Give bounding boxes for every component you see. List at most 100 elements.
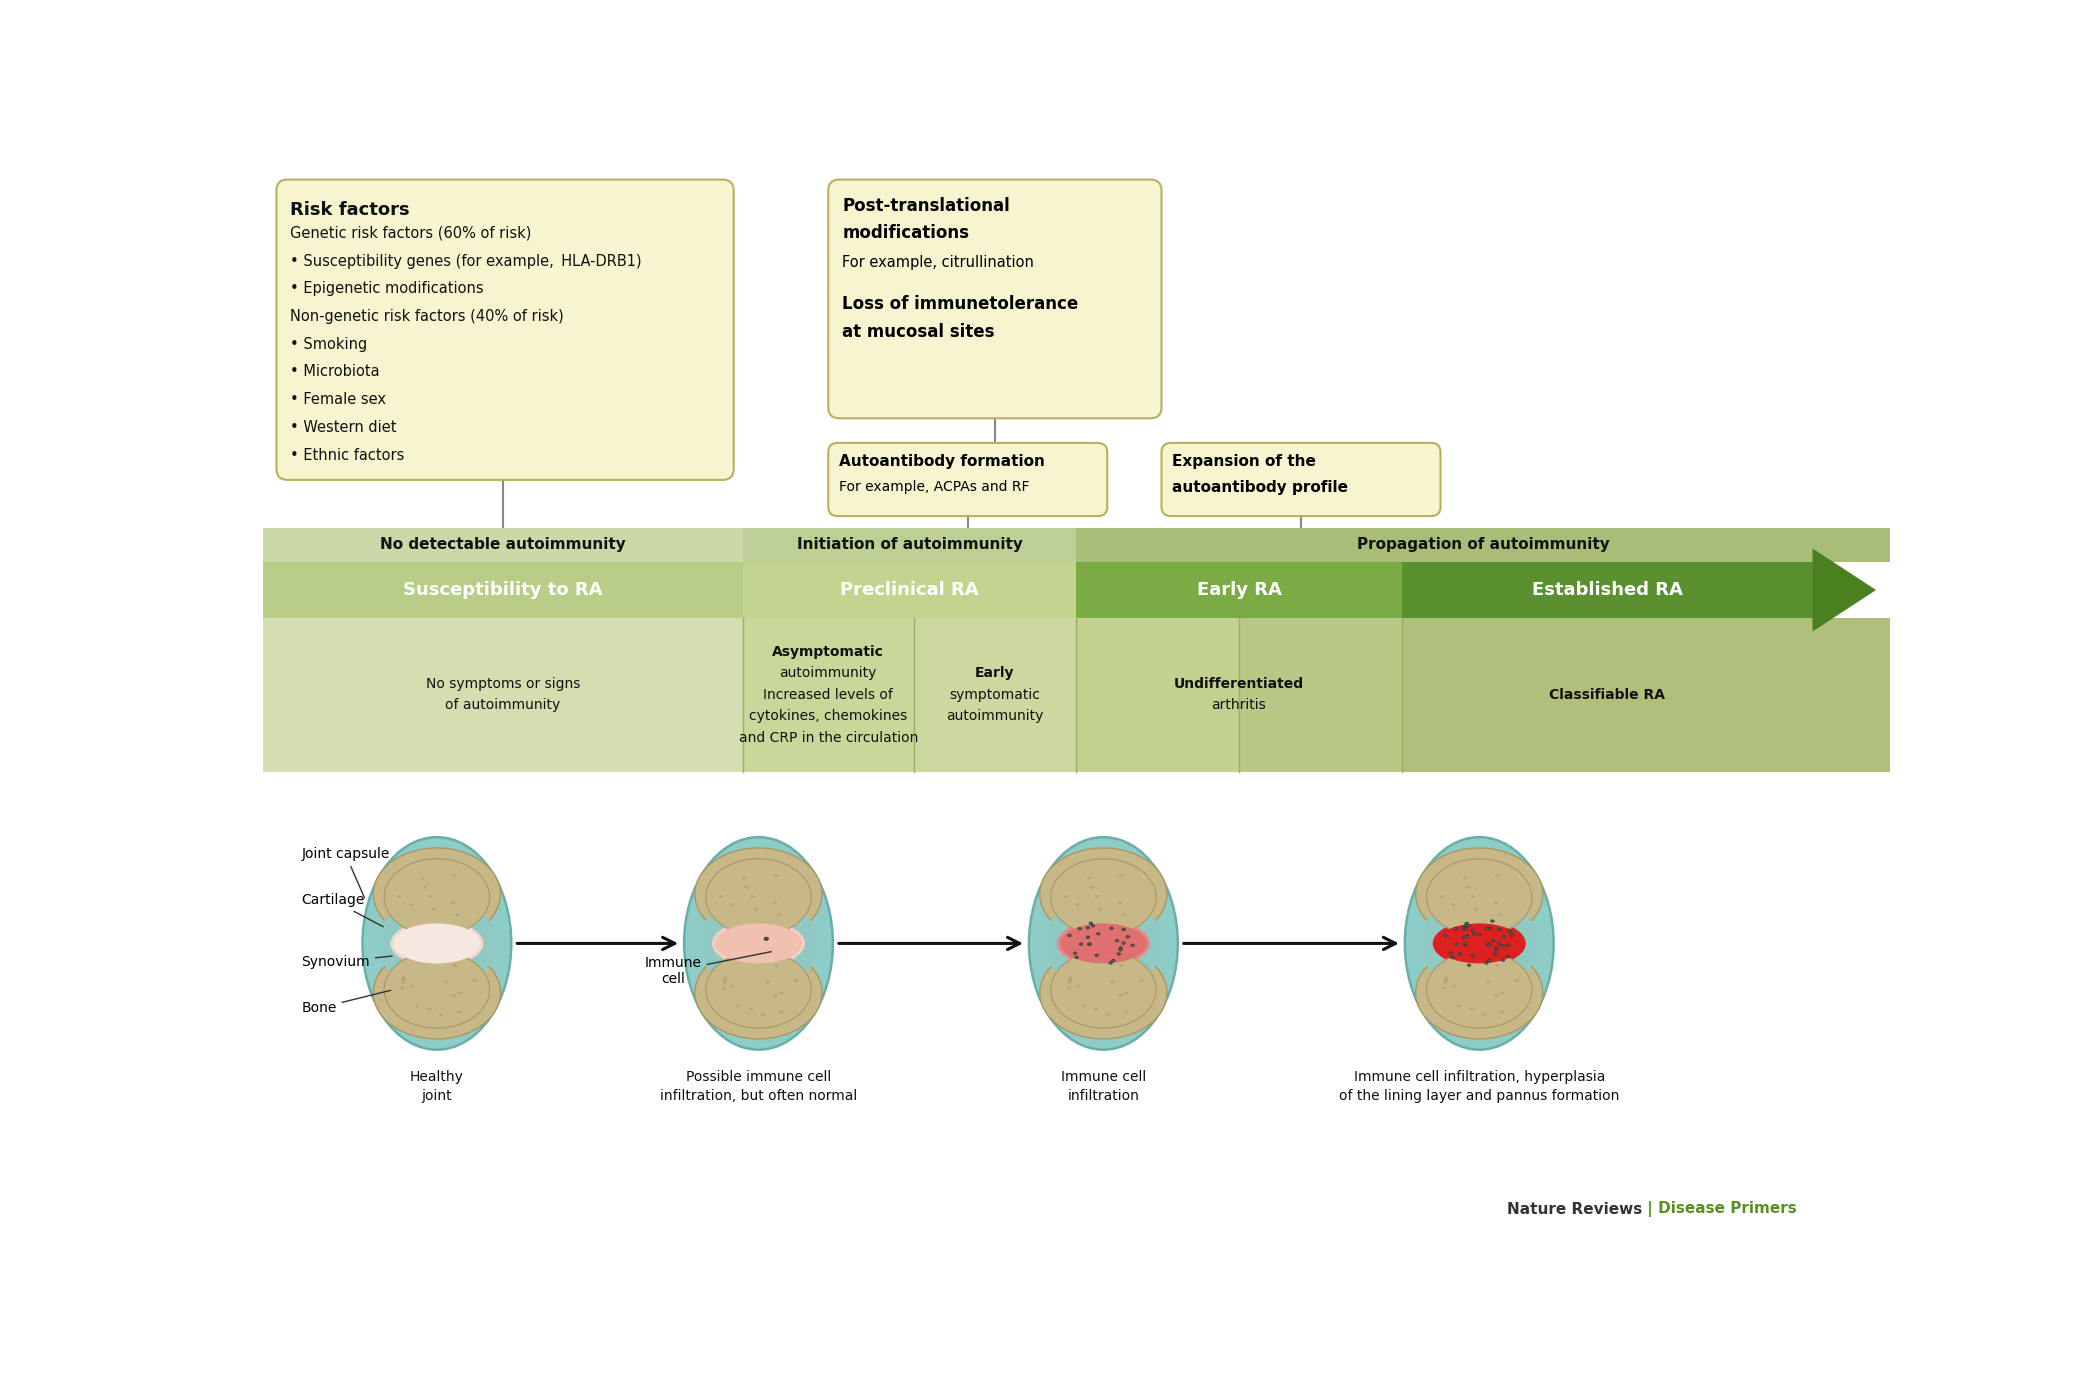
- Ellipse shape: [1050, 859, 1157, 936]
- Ellipse shape: [1468, 1019, 1472, 1022]
- Text: For example, ACPAs and RF: For example, ACPAs and RF: [840, 479, 1029, 494]
- Ellipse shape: [1497, 942, 1502, 945]
- Text: • Western diet: • Western diet: [290, 420, 397, 435]
- Text: Cartilage: Cartilage: [300, 894, 384, 927]
- Ellipse shape: [1119, 947, 1121, 949]
- Ellipse shape: [1457, 1004, 1462, 1008]
- Ellipse shape: [783, 979, 788, 982]
- Text: symptomatic: symptomatic: [949, 688, 1040, 702]
- Ellipse shape: [773, 891, 777, 894]
- Ellipse shape: [1073, 889, 1077, 892]
- Text: • Susceptibility genes (for example,  HLA-DRB1): • Susceptibility genes (for example, HLA…: [290, 254, 643, 268]
- Ellipse shape: [1508, 945, 1510, 946]
- Ellipse shape: [456, 913, 460, 916]
- Ellipse shape: [1029, 837, 1178, 1050]
- Ellipse shape: [750, 1008, 754, 1011]
- Ellipse shape: [1115, 993, 1119, 996]
- Text: Bone: Bone: [300, 990, 391, 1015]
- Bar: [743, 617, 914, 772]
- Ellipse shape: [754, 909, 758, 911]
- Ellipse shape: [452, 913, 458, 916]
- Text: • Ethnic factors: • Ethnic factors: [290, 447, 405, 463]
- Ellipse shape: [1119, 964, 1124, 967]
- Ellipse shape: [430, 1005, 435, 1010]
- Text: Immune cell
infiltration: Immune cell infiltration: [1060, 1070, 1147, 1103]
- Bar: [262, 617, 743, 772]
- Ellipse shape: [779, 992, 783, 994]
- Ellipse shape: [1497, 928, 1502, 931]
- Ellipse shape: [1117, 902, 1121, 905]
- Ellipse shape: [695, 848, 821, 940]
- Ellipse shape: [1502, 958, 1504, 961]
- Text: For example, citrullination: For example, citrullination: [842, 255, 1033, 271]
- Ellipse shape: [1451, 956, 1453, 958]
- Ellipse shape: [1426, 859, 1533, 936]
- Ellipse shape: [1508, 931, 1512, 932]
- Ellipse shape: [452, 891, 456, 894]
- Ellipse shape: [1119, 874, 1124, 877]
- Ellipse shape: [433, 909, 437, 911]
- Ellipse shape: [428, 907, 433, 911]
- Ellipse shape: [750, 907, 754, 911]
- Ellipse shape: [1485, 976, 1489, 979]
- Bar: [743, 562, 1075, 617]
- Text: Genetic risk factors (60% of risk): Genetic risk factors (60% of risk): [290, 225, 531, 240]
- Ellipse shape: [777, 913, 781, 916]
- Ellipse shape: [1073, 952, 1077, 954]
- Ellipse shape: [410, 985, 414, 987]
- Text: Early: Early: [974, 666, 1014, 681]
- Ellipse shape: [1474, 909, 1478, 911]
- Ellipse shape: [1060, 1005, 1065, 1008]
- Ellipse shape: [1100, 863, 1107, 867]
- Ellipse shape: [1495, 874, 1499, 877]
- Ellipse shape: [468, 989, 475, 993]
- Ellipse shape: [1487, 960, 1491, 961]
- Ellipse shape: [729, 896, 735, 899]
- Ellipse shape: [1086, 927, 1090, 929]
- Text: Possible immune cell
infiltration, but often normal: Possible immune cell infiltration, but o…: [659, 1070, 857, 1103]
- Ellipse shape: [1092, 1019, 1096, 1022]
- Ellipse shape: [1040, 848, 1168, 940]
- Ellipse shape: [1102, 1004, 1109, 1008]
- Ellipse shape: [405, 889, 412, 892]
- Text: arthritis: arthritis: [1212, 699, 1266, 713]
- Ellipse shape: [735, 920, 739, 924]
- Ellipse shape: [1441, 927, 1518, 960]
- Ellipse shape: [712, 920, 804, 967]
- Ellipse shape: [1499, 1011, 1504, 1014]
- Ellipse shape: [1115, 939, 1119, 942]
- Ellipse shape: [1489, 927, 1491, 929]
- Text: Non-genetic risk factors (40% of risk): Non-genetic risk factors (40% of risk): [290, 309, 565, 325]
- Ellipse shape: [1447, 892, 1453, 895]
- Ellipse shape: [374, 946, 500, 1039]
- Ellipse shape: [1445, 976, 1449, 979]
- Ellipse shape: [1468, 924, 1470, 927]
- Ellipse shape: [1455, 920, 1462, 924]
- Ellipse shape: [1457, 953, 1462, 956]
- Ellipse shape: [1056, 920, 1151, 967]
- Text: Synovium: Synovium: [300, 954, 393, 969]
- Text: Risk factors: Risk factors: [290, 202, 410, 220]
- Text: autoimmunity: autoimmunity: [779, 666, 878, 681]
- Ellipse shape: [403, 1008, 407, 1011]
- Ellipse shape: [1451, 903, 1455, 906]
- Ellipse shape: [1470, 954, 1474, 957]
- Text: Immune
cell: Immune cell: [645, 952, 771, 986]
- Ellipse shape: [1096, 981, 1100, 985]
- Ellipse shape: [1117, 994, 1121, 997]
- Text: Increased levels of: Increased levels of: [762, 688, 892, 702]
- Ellipse shape: [1048, 905, 1159, 994]
- Ellipse shape: [743, 863, 750, 866]
- Ellipse shape: [422, 916, 426, 918]
- Ellipse shape: [1443, 981, 1447, 983]
- Ellipse shape: [1495, 949, 1497, 952]
- FancyBboxPatch shape: [827, 180, 1161, 418]
- Ellipse shape: [1134, 967, 1140, 969]
- Bar: [262, 562, 743, 617]
- Text: autoimmunity: autoimmunity: [947, 710, 1044, 724]
- Ellipse shape: [1449, 896, 1455, 899]
- Ellipse shape: [720, 927, 798, 960]
- Ellipse shape: [1451, 985, 1455, 987]
- Ellipse shape: [1119, 913, 1124, 916]
- Ellipse shape: [716, 1005, 720, 1008]
